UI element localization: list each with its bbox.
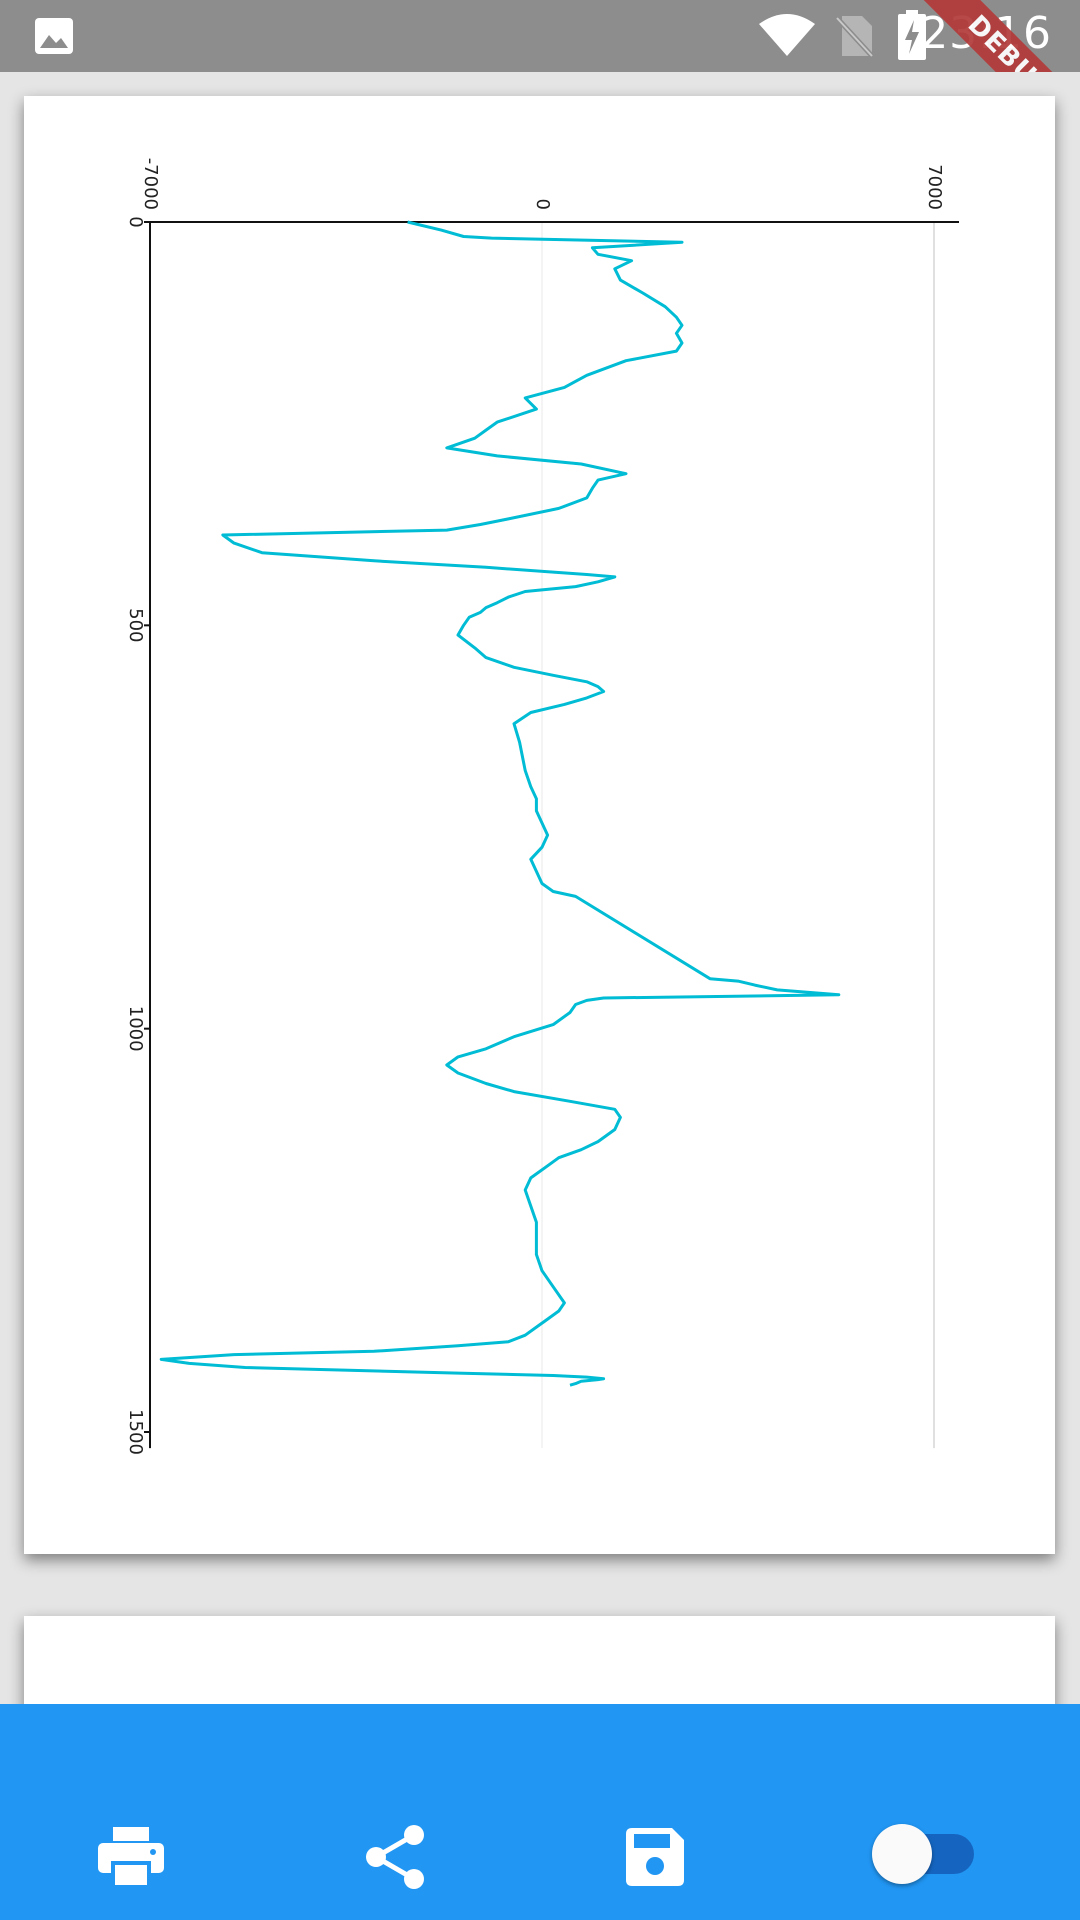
x-tick-label: 1000 <box>125 1006 146 1052</box>
status-bar: 23:16 DEBUG <box>0 0 1080 72</box>
toggle-switch[interactable] <box>872 1816 982 1886</box>
x-tick-label: 0 <box>125 216 146 227</box>
x-tick-label: 1500 <box>125 1409 146 1455</box>
y-tick-label: 0 <box>532 199 553 210</box>
save-button[interactable] <box>610 1812 700 1902</box>
print-button[interactable] <box>86 1812 176 1902</box>
save-icon <box>626 1828 684 1886</box>
print-icon <box>98 1827 164 1887</box>
document-page: 0 500 1000 1500 -7000 0 7000 <box>24 96 1055 1554</box>
bottom-action-bar <box>0 1704 1080 1920</box>
y-tick-label: -7000 <box>140 158 161 210</box>
document-page <box>24 1616 1055 1704</box>
share-icon <box>366 1825 424 1889</box>
document-viewer[interactable]: 0 500 1000 1500 -7000 0 7000 <box>0 72 1080 1704</box>
wifi-icon <box>759 14 815 56</box>
switch-thumb <box>872 1824 932 1884</box>
chart: 0 500 1000 1500 -7000 0 7000 <box>125 158 959 1455</box>
battery-charging-icon <box>898 10 926 60</box>
y-tick-label: 7000 <box>924 164 945 210</box>
no-sim-icon <box>835 16 874 58</box>
image-icon <box>35 18 73 54</box>
share-button[interactable] <box>350 1812 440 1902</box>
x-tick-label: 500 <box>125 608 146 642</box>
series-line <box>159 220 841 1387</box>
